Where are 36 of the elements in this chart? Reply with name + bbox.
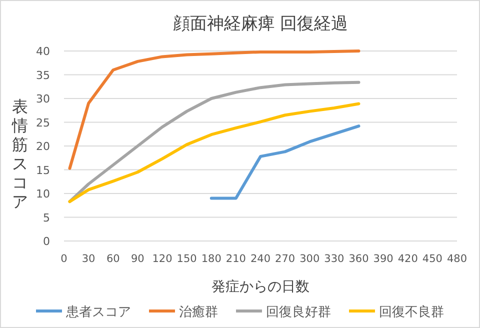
x-tick-label: 120 (152, 253, 172, 265)
legend-label: 患者スコア (65, 305, 131, 320)
x-tick-label: 90 (131, 253, 144, 265)
x-tick-label: 60 (106, 253, 120, 265)
x-tick-label: 30 (82, 253, 96, 265)
x-tick-label: 150 (176, 253, 197, 265)
x-tick-label: 450 (422, 253, 442, 265)
x-tick-label: 390 (373, 253, 394, 265)
x-tick-label: 480 (446, 253, 468, 265)
y-tick-label: 40 (36, 45, 50, 58)
line-series (210, 124, 360, 200)
x-tick-label: 270 (275, 253, 296, 265)
x-tick-label: 330 (324, 253, 344, 265)
y-tick-label: 20 (36, 140, 50, 153)
y-tick-label: 35 (36, 68, 50, 82)
x-tick-label: 420 (398, 253, 418, 265)
y-tick-label: 15 (36, 164, 50, 177)
line-series (68, 102, 360, 204)
x-tick-label: 180 (201, 253, 222, 265)
y-tick-label: 25 (36, 116, 50, 130)
legend-label: 回復良好群 (266, 305, 331, 320)
y-tick-label: 30 (36, 92, 50, 106)
chart-title: 顔面神経麻痺 回復経過 (172, 14, 348, 34)
x-tick-label: 0 (60, 253, 68, 265)
legend-label: 回復不良群 (379, 305, 444, 320)
y-tick-label: 10 (36, 188, 50, 200)
y-tick-label: 5 (43, 211, 50, 224)
y-tick-label: 0 (43, 235, 50, 248)
x-tick-label: 240 (250, 253, 271, 265)
x-tick-label: 210 (226, 253, 246, 265)
x-axis-title: 発症からの日数 (212, 279, 310, 295)
y-axis-title: 表情筋スコア (11, 97, 28, 211)
legend-label: 治癒群 (179, 305, 218, 320)
x-tick-label: 360 (348, 253, 369, 265)
line-series (68, 50, 360, 170)
x-tick-label: 300 (300, 253, 320, 265)
